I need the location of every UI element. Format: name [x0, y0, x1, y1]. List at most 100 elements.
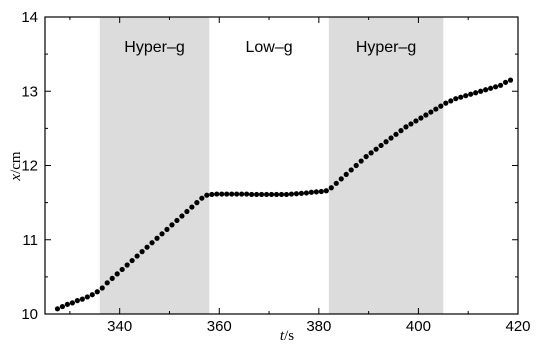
data-point: [99, 285, 105, 291]
data-point: [69, 300, 75, 306]
region-bands: [99, 17, 444, 314]
data-point: [199, 195, 205, 201]
y-tick-label: 13: [21, 83, 38, 100]
data-point: [418, 115, 424, 121]
data-points: [54, 77, 514, 312]
data-point: [229, 191, 235, 197]
data-point: [458, 94, 464, 100]
data-point: [288, 191, 295, 197]
data-point: [313, 189, 319, 195]
data-point: [219, 191, 225, 197]
x-tick-label: 360: [207, 318, 232, 335]
data-point: [273, 191, 280, 198]
y-axis-title: x/cm: [8, 151, 24, 181]
region-band: [99, 17, 210, 314]
data-point: [492, 84, 499, 90]
region-label: Hyper–g: [124, 39, 184, 56]
data-point: [378, 142, 384, 149]
data-point: [323, 188, 329, 194]
data-point: [134, 253, 140, 259]
data-point: [164, 226, 170, 232]
data-point: [413, 118, 419, 124]
data-point: [244, 191, 250, 197]
data-point: [403, 124, 409, 130]
data-point: [159, 231, 165, 237]
data-point: [64, 301, 71, 307]
data-point: [124, 262, 130, 268]
data-point: [308, 189, 314, 195]
data-point: [104, 280, 110, 286]
data-point: [468, 91, 474, 97]
data-point: [373, 146, 379, 152]
data-point: [358, 158, 364, 164]
data-point: [383, 139, 389, 145]
data-point: [249, 191, 255, 198]
y-tick-label: 11: [22, 232, 38, 249]
data-point: [428, 109, 434, 115]
data-point: [169, 222, 175, 228]
data-point: [74, 298, 80, 304]
data-point: [348, 167, 354, 173]
data-point: [283, 191, 290, 198]
data-point: [293, 191, 300, 197]
data-point: [263, 191, 270, 198]
y-axis-ticks: 10 11 12 13 14: [21, 9, 518, 323]
x-tick-label: 340: [107, 318, 132, 335]
data-point: [129, 257, 135, 264]
data-point: [333, 180, 339, 186]
data-point: [149, 240, 155, 246]
data-point: [258, 191, 265, 198]
data-point: [144, 244, 150, 250]
data-point: [453, 96, 459, 102]
data-point: [368, 150, 374, 156]
data-point: [119, 266, 125, 273]
data-point: [502, 79, 509, 85]
data-point: [483, 87, 489, 93]
data-point: [388, 135, 394, 141]
data-point: [448, 98, 454, 104]
data-point: [443, 100, 449, 106]
data-point: [463, 93, 469, 99]
data-point: [254, 191, 260, 198]
data-point: [338, 176, 344, 182]
data-point: [234, 191, 240, 197]
data-point: [343, 171, 349, 178]
data-point: [507, 77, 514, 83]
region-label: Low–g: [245, 39, 292, 56]
region-band: [328, 17, 444, 314]
region-label: Hyper–g: [356, 39, 416, 56]
data-point: [139, 249, 145, 255]
x-tick-label: 420: [505, 318, 530, 335]
data-point: [408, 121, 414, 127]
data-point: [268, 191, 275, 198]
data-point: [353, 162, 359, 169]
data-point: [423, 112, 429, 118]
data-point: [363, 153, 369, 160]
data-point: [179, 213, 185, 219]
data-point: [398, 128, 404, 134]
data-point: [184, 208, 190, 215]
data-point: [278, 191, 285, 198]
data-point: [114, 271, 120, 277]
data-point: [79, 296, 85, 302]
x-axis-title: t/s: [280, 328, 294, 344]
data-point: [54, 306, 61, 312]
data-point: [433, 106, 439, 112]
x-tick-label: 400: [406, 318, 431, 335]
data-point: [94, 289, 100, 295]
data-point: [154, 235, 160, 241]
data-point: [109, 275, 115, 281]
x-tick-label: 380: [306, 318, 331, 335]
data-point: [393, 131, 399, 137]
data-point: [59, 303, 66, 310]
data-point: [473, 90, 479, 96]
data-point: [488, 85, 494, 91]
data-point: [174, 217, 180, 224]
data-point: [189, 204, 195, 210]
data-point: [478, 88, 484, 94]
region-labels: Hyper–g Low–g Hyper–g: [124, 39, 416, 56]
y-tick-label: 14: [21, 9, 38, 26]
x-axis-ticks: 340 360 380 400 420: [69, 17, 531, 335]
data-point: [84, 294, 90, 300]
data-point: [497, 82, 504, 88]
